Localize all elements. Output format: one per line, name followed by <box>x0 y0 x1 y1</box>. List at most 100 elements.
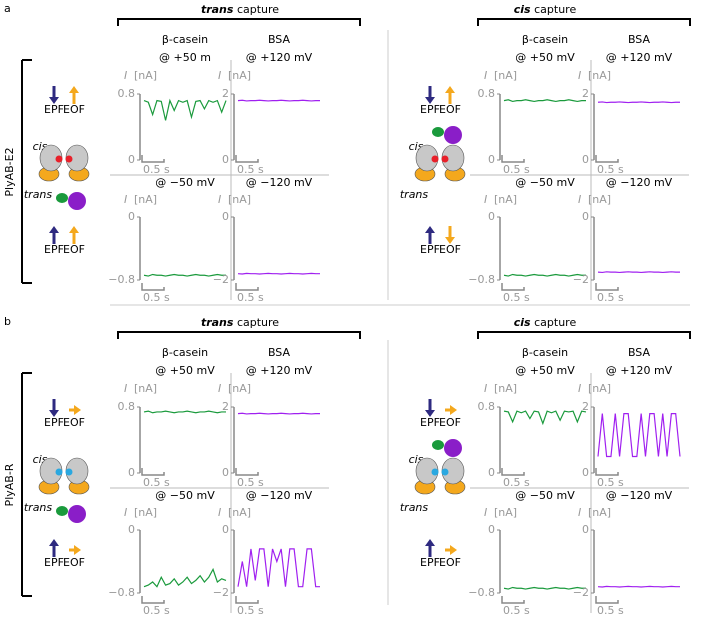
current-trace <box>597 413 681 458</box>
y-tick-label: 0 <box>488 466 495 479</box>
y-tick-label: 0.8 <box>118 87 136 100</box>
axis-unit: [nA] <box>588 69 611 82</box>
axis-label: I <box>484 69 487 82</box>
voltage-label: @ −50 mV <box>515 176 575 189</box>
voltage-label: @ −120 mV <box>246 489 313 502</box>
axis-unit: [nA] <box>228 382 251 395</box>
construct-label: PlyAB-R <box>3 463 16 506</box>
protein <box>56 506 68 516</box>
scale-label: 0.5 s <box>503 291 530 304</box>
group-title-em: cis <box>514 3 531 16</box>
scale-label: 0.5 s <box>143 163 170 176</box>
axis-unit: [nA] <box>588 506 611 519</box>
scale-bar <box>235 596 259 604</box>
schematic-label: EOF <box>63 103 85 116</box>
group-bracket <box>477 331 691 339</box>
y-tick-label: −0.8 <box>108 273 135 286</box>
arrow-head <box>49 226 59 233</box>
schematic-label: EPF <box>44 243 64 256</box>
schematic-label: EOF <box>439 416 461 429</box>
y-tick-label: 0 <box>128 153 135 166</box>
column-label: BSA <box>628 33 651 46</box>
column-label: BSA <box>628 346 651 359</box>
arrow-head <box>450 545 457 555</box>
scale-bar <box>235 283 259 291</box>
current-trace <box>503 99 586 103</box>
group-title: cis capture <box>514 3 577 16</box>
y-tick-label: 0 <box>582 153 589 166</box>
axis-unit: [nA] <box>494 193 517 206</box>
pore-dot <box>65 468 73 476</box>
y-tick-label: 0.8 <box>478 87 496 100</box>
schematic-label: EOF <box>439 103 461 116</box>
voltage-label: @ +120 mV <box>606 364 673 377</box>
current-trace <box>237 99 320 102</box>
pore-dot <box>441 155 449 163</box>
axis-unit: [nA] <box>228 193 251 206</box>
scale-label: 0.5 s <box>597 476 624 489</box>
scale-label: 0.5 s <box>503 163 530 176</box>
column-label: β-casein <box>162 346 208 359</box>
schematic-label: EPF <box>44 556 64 569</box>
scale-bar <box>235 155 259 163</box>
current-trace <box>503 273 586 277</box>
voltage-label: @ +50 mV <box>515 364 575 377</box>
current-trace <box>143 410 226 414</box>
arrow-head <box>49 539 59 546</box>
schematic-label: EOF <box>439 556 461 569</box>
protein <box>432 440 444 450</box>
scale-bar <box>595 596 619 604</box>
axis-label: I <box>124 193 127 206</box>
y-tick-label: −2 <box>213 586 229 599</box>
side-label: trans <box>400 188 429 201</box>
y-tick-label: 0 <box>582 523 589 536</box>
current-trace <box>237 548 320 588</box>
voltage-label: @ +50 mV <box>515 51 575 64</box>
arrow-head <box>425 410 435 417</box>
arrow-head <box>445 86 455 93</box>
scale-label: 0.5 s <box>237 291 264 304</box>
scale-bar <box>595 155 619 163</box>
current-trace <box>503 410 587 426</box>
axis-label: I <box>218 69 221 82</box>
group-bracket <box>117 18 361 26</box>
y-tick-label: 0 <box>128 210 135 223</box>
axis-unit: [nA] <box>588 382 611 395</box>
y-tick-label: 0 <box>582 210 589 223</box>
y-tick-label: 2 <box>222 400 229 413</box>
side-label: trans <box>400 501 429 514</box>
current-trace <box>143 98 227 121</box>
column-label: β-casein <box>162 33 208 46</box>
y-tick-label: 0.8 <box>118 400 136 413</box>
scale-label: 0.5 s <box>237 476 264 489</box>
y-tick-label: 2 <box>582 400 589 413</box>
axis-unit: [nA] <box>588 193 611 206</box>
axis-label: I <box>124 69 127 82</box>
protein <box>68 505 86 523</box>
group-title-em: cis <box>514 316 531 329</box>
group-title-text: capture <box>237 3 279 16</box>
arrow-head <box>69 226 79 233</box>
column-label: BSA <box>268 346 291 359</box>
y-tick-label: 2 <box>582 87 589 100</box>
arrow-head <box>425 539 435 546</box>
column-label: BSA <box>268 33 291 46</box>
side-label: trans <box>24 501 53 514</box>
scale-bar <box>501 155 525 163</box>
axis-label: I <box>124 506 127 519</box>
schematic-label: EOF <box>63 416 85 429</box>
row-label: a <box>4 2 11 15</box>
current-trace <box>597 101 680 104</box>
scale-label: 0.5 s <box>143 604 170 617</box>
current-trace <box>143 567 227 588</box>
current-trace <box>503 586 586 590</box>
scale-label: 0.5 s <box>503 604 530 617</box>
y-tick-label: 0 <box>488 153 495 166</box>
y-tick-label: −0.8 <box>468 273 495 286</box>
group-title-text: capture <box>534 3 576 16</box>
voltage-label: @ −120 mV <box>606 176 673 189</box>
protein <box>444 439 462 457</box>
axis-unit: [nA] <box>494 69 517 82</box>
voltage-label: @ −120 mV <box>606 489 673 502</box>
